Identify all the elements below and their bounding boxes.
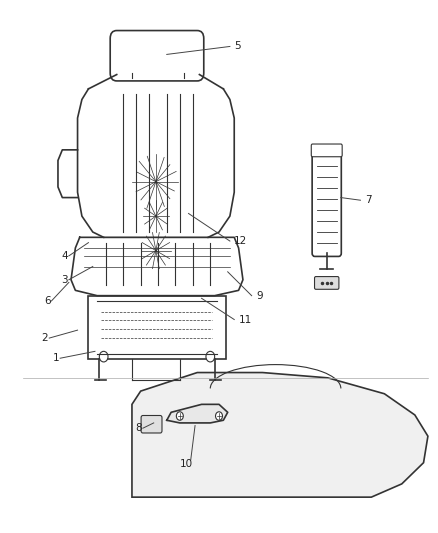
FancyBboxPatch shape (311, 144, 342, 157)
Text: 11: 11 (239, 314, 252, 325)
Circle shape (99, 351, 108, 362)
Text: 5: 5 (234, 42, 241, 52)
FancyBboxPatch shape (312, 149, 341, 256)
Circle shape (206, 351, 215, 362)
Text: 12: 12 (234, 236, 247, 246)
Polygon shape (132, 373, 428, 497)
Text: 8: 8 (135, 423, 142, 433)
Text: 2: 2 (42, 333, 48, 343)
FancyBboxPatch shape (314, 277, 339, 289)
FancyBboxPatch shape (141, 416, 162, 433)
Text: 1: 1 (53, 353, 59, 363)
Circle shape (215, 412, 223, 420)
Text: 7: 7 (365, 195, 371, 205)
Text: 9: 9 (256, 290, 263, 301)
Polygon shape (167, 405, 228, 423)
Text: 10: 10 (180, 459, 193, 469)
Text: 6: 6 (44, 296, 50, 306)
FancyBboxPatch shape (110, 30, 204, 81)
Circle shape (177, 412, 184, 420)
Text: 4: 4 (61, 251, 68, 261)
FancyBboxPatch shape (88, 296, 226, 359)
Text: 3: 3 (61, 274, 68, 285)
